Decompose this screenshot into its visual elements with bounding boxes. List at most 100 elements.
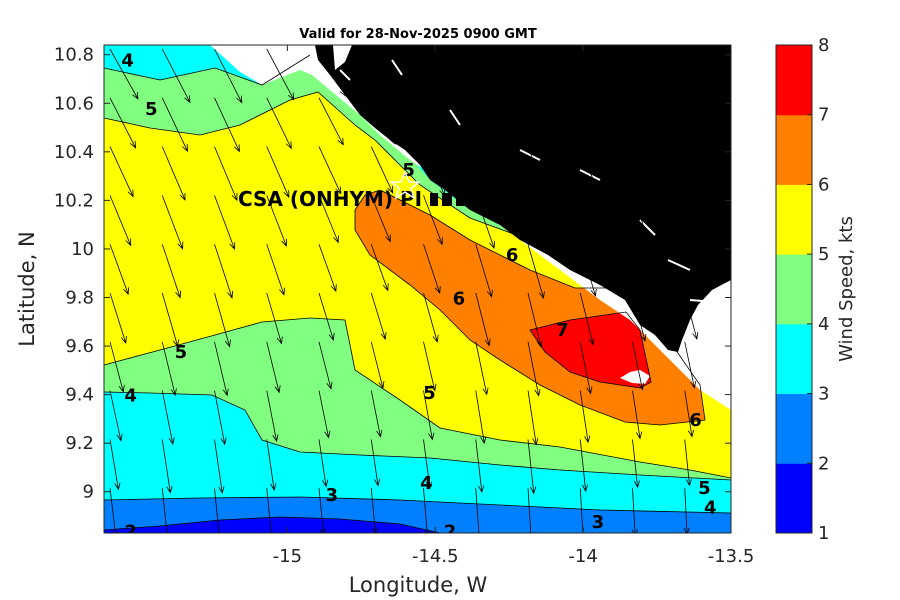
contour-2 [104,516,441,533]
wind-arrow [214,48,243,104]
wind-arrow [632,341,645,391]
contour-4-south [104,391,731,481]
wind-arrow [161,439,173,494]
wind-arrow [579,244,597,297]
wind-arrow [318,390,331,439]
wind-arrow [527,48,554,104]
contour-lines [104,54,731,533]
wind-arrow [579,48,606,102]
colorbar-tick-label: 4 [818,314,829,335]
y-tick-label: 9 [83,482,94,503]
x-tick-label: -13.5 [708,546,755,567]
colorbar-frame [775,44,813,534]
wind-arrow [318,439,329,488]
site-label-clipped-tail [430,193,480,206]
colorbar-tick-label: 8 [818,35,829,56]
wind-arrow [214,390,227,446]
wind-arrow [266,439,277,491]
wind-arrow [475,244,493,298]
colorbar-segment [776,463,812,534]
land-mask [210,45,731,410]
wind-arrow [632,439,641,489]
wind-arrow [109,195,132,247]
contour-label: 3 [592,512,605,533]
wind-arrow [109,48,139,100]
wind-arrow [423,195,443,246]
wind-arrow [214,439,225,495]
wind-arrow [109,146,134,198]
colorbar-segment [776,323,812,395]
wind-arrow [109,488,119,533]
wind-arrow [109,390,123,442]
wind-arrow [423,48,450,99]
wind-arrow [423,439,433,490]
wind-arrow [266,244,285,296]
plot-frame [103,44,732,534]
wind-arrow [318,488,327,533]
wind-arrow [370,195,391,243]
wind-arrow [214,195,236,250]
wind-arrow [632,390,643,440]
colorbar-tick-label: 3 [818,384,829,405]
wind-arrow [475,390,487,445]
wind-arrow [527,439,537,495]
contour-label: 3 [325,485,338,506]
wind-arrow [214,244,234,299]
wind-arrow [318,292,335,341]
wind-arrow [632,97,656,147]
wind-arrow [370,292,387,341]
wind-arrow [684,390,695,438]
colorbar-tick-label: 6 [818,174,829,195]
wind-arrow [475,488,480,533]
x-axis: -15 -14.5 -14 -13.5 [273,45,755,567]
wind-arrow [370,488,379,533]
coast-detail [339,59,716,303]
wind-arrow [579,97,604,151]
wind-arrow [109,97,137,149]
wind-arrow [266,146,290,199]
contour-4-north [104,54,311,86]
wind-arrow [318,97,344,146]
wind-arrow [266,195,288,247]
wind-arrow [423,390,435,441]
wind-arrow [109,292,127,344]
wind-arrow [475,341,489,396]
wind-arrow [423,292,439,343]
site-label: CSA (ONHYM) PI [238,187,422,211]
wind-arrow [266,390,279,443]
wind-arrow [684,244,701,292]
wind-arrow [266,292,283,345]
wind-arrow [370,390,383,438]
wind-arrow [579,146,601,200]
contour-label: 6 [671,315,684,336]
wind-arrow [527,146,550,202]
wind-arrow [684,195,703,243]
wind-arrow [214,292,231,348]
x-tick-label: -14.5 [412,546,459,567]
wind-arrow [632,195,651,245]
wind-arrow [475,439,485,494]
wind-arrow [370,146,394,194]
land-black [315,45,731,352]
wind-arrow [684,48,710,96]
y-tick-label: 9.6 [65,336,94,357]
wind-arrow [370,48,399,97]
contour-label: 4 [121,51,134,72]
wind-arrow [579,292,595,346]
contour-label: 6 [453,288,466,309]
y-tick-label: 9.2 [65,433,94,454]
wind-arrow [318,195,339,244]
colorbar: 1 2 3 4 5 6 7 8 [775,35,829,544]
colorbar-label: Wind Speed, kts [836,216,857,362]
wind-arrow [266,488,275,533]
wind-arrow [632,292,647,342]
y-tick-label: 10 [71,239,94,260]
band-1-2 [104,517,440,533]
colorbar-segment [776,45,812,116]
wind-arrow [423,244,441,295]
wind-arrow [161,48,191,104]
wind-arrow [423,341,437,392]
colorbar-segment [776,114,812,185]
wind-arrow [161,390,175,445]
